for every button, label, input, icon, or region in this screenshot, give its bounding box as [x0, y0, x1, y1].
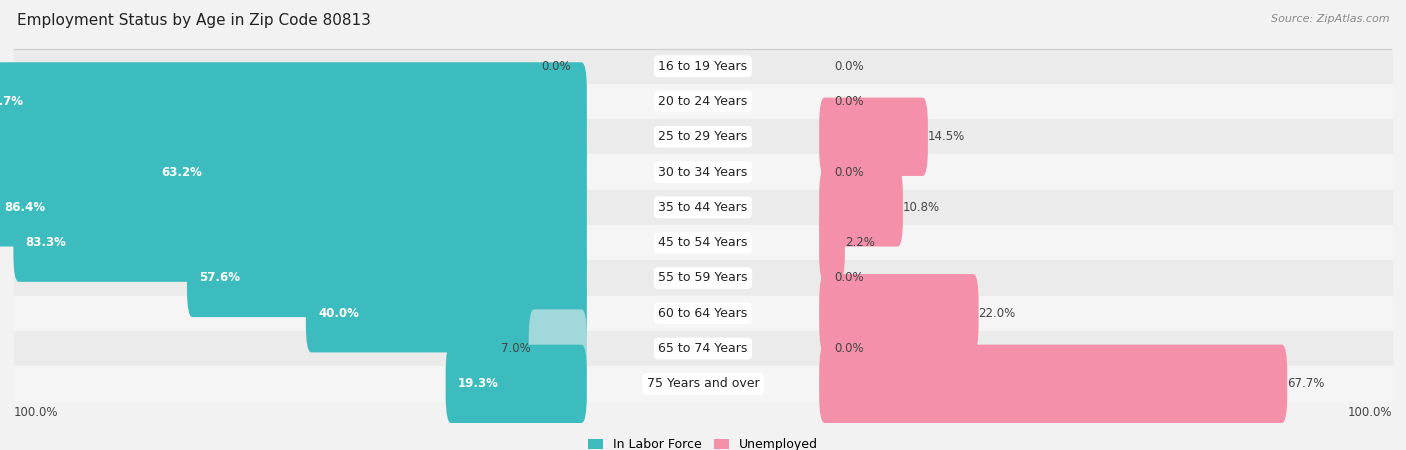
Text: 45 to 54 Years: 45 to 54 Years — [658, 236, 748, 249]
FancyBboxPatch shape — [149, 133, 586, 211]
Text: 20 to 24 Years: 20 to 24 Years — [658, 95, 748, 108]
Bar — [14, 49, 1392, 84]
Text: 55 to 59 Years: 55 to 59 Years — [658, 271, 748, 284]
Bar — [14, 366, 1392, 401]
Text: 10.8%: 10.8% — [903, 201, 941, 214]
Text: Employment Status by Age in Zip Code 80813: Employment Status by Age in Zip Code 808… — [17, 14, 371, 28]
FancyBboxPatch shape — [820, 168, 903, 247]
FancyBboxPatch shape — [529, 309, 586, 388]
Bar — [14, 84, 1392, 119]
FancyBboxPatch shape — [446, 345, 586, 423]
Text: 0.0%: 0.0% — [541, 60, 571, 73]
FancyBboxPatch shape — [820, 274, 979, 352]
Text: 19.3%: 19.3% — [458, 377, 499, 390]
Text: 75 Years and over: 75 Years and over — [647, 377, 759, 390]
Text: 60 to 64 Years: 60 to 64 Years — [658, 307, 748, 320]
Text: 0.0%: 0.0% — [835, 166, 865, 179]
Text: 40.0%: 40.0% — [318, 307, 359, 320]
Text: 57.6%: 57.6% — [200, 271, 240, 284]
Text: 0.0%: 0.0% — [835, 60, 865, 73]
FancyBboxPatch shape — [187, 239, 586, 317]
Bar — [14, 119, 1392, 154]
Bar — [14, 260, 1392, 296]
Text: 25 to 29 Years: 25 to 29 Years — [658, 130, 748, 143]
Text: 2.2%: 2.2% — [845, 236, 875, 249]
FancyBboxPatch shape — [14, 203, 586, 282]
Text: 65 to 74 Years: 65 to 74 Years — [658, 342, 748, 355]
Text: 67.7%: 67.7% — [1288, 377, 1324, 390]
Text: 0.0%: 0.0% — [835, 95, 865, 108]
Text: 35 to 44 Years: 35 to 44 Years — [658, 201, 748, 214]
FancyBboxPatch shape — [820, 203, 845, 282]
Bar — [14, 154, 1392, 190]
Text: 0.0%: 0.0% — [835, 271, 865, 284]
FancyBboxPatch shape — [0, 62, 586, 141]
Bar — [14, 296, 1392, 331]
Text: 7.0%: 7.0% — [501, 342, 531, 355]
Text: 100.0%: 100.0% — [1347, 406, 1392, 419]
Text: 86.4%: 86.4% — [4, 201, 46, 214]
FancyBboxPatch shape — [0, 168, 586, 247]
Bar — [14, 190, 1392, 225]
Bar — [14, 331, 1392, 366]
Bar — [14, 225, 1392, 260]
Text: 89.7%: 89.7% — [0, 95, 24, 108]
Text: 0.0%: 0.0% — [835, 342, 865, 355]
Text: Source: ZipAtlas.com: Source: ZipAtlas.com — [1271, 14, 1389, 23]
Text: 100.0%: 100.0% — [14, 406, 59, 419]
FancyBboxPatch shape — [307, 274, 586, 352]
Legend: In Labor Force, Unemployed: In Labor Force, Unemployed — [583, 433, 823, 450]
FancyBboxPatch shape — [0, 98, 586, 176]
FancyBboxPatch shape — [820, 98, 928, 176]
Text: 83.3%: 83.3% — [25, 236, 66, 249]
Text: 22.0%: 22.0% — [979, 307, 1015, 320]
FancyBboxPatch shape — [820, 345, 1288, 423]
Text: 14.5%: 14.5% — [928, 130, 965, 143]
Text: 30 to 34 Years: 30 to 34 Years — [658, 166, 748, 179]
Text: 16 to 19 Years: 16 to 19 Years — [658, 60, 748, 73]
Text: 63.2%: 63.2% — [162, 166, 202, 179]
